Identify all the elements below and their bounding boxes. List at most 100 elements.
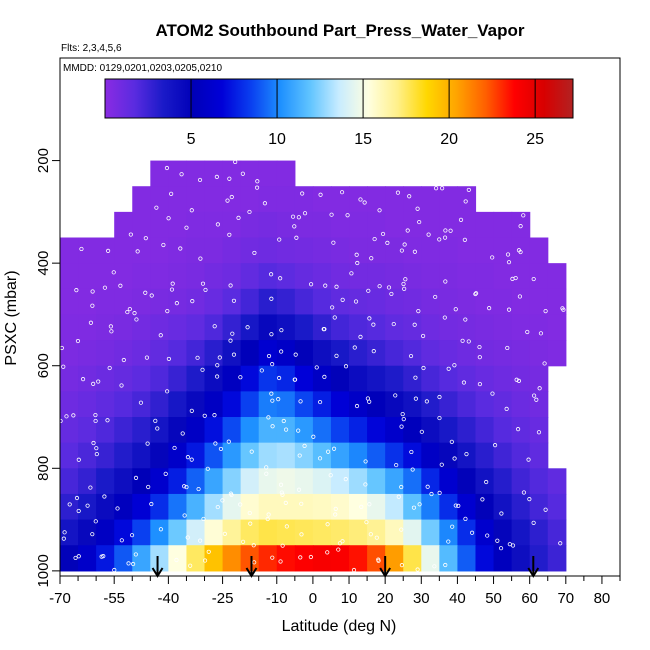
- sample-point: [403, 277, 408, 282]
- heatmap-cell: [186, 160, 206, 187]
- sample-point: [331, 240, 336, 245]
- sample-point: [94, 451, 99, 457]
- heatmap-cell: [385, 365, 404, 392]
- heatmap-cell: [60, 365, 79, 392]
- sample-points: [58, 159, 566, 573]
- heatmap-cell: [240, 442, 260, 469]
- sample-point: [225, 198, 230, 203]
- sample-point: [132, 311, 137, 316]
- sample-point: [458, 217, 464, 222]
- sample-point: [425, 484, 430, 489]
- heatmap-cell: [186, 519, 206, 546]
- heatmap-cell: [78, 545, 97, 572]
- sample-point: [280, 492, 285, 497]
- sample-point: [277, 237, 282, 242]
- heatmap-cell: [421, 442, 440, 469]
- heatmap-cell: [240, 365, 260, 392]
- sample-point: [517, 294, 523, 299]
- sample-point: [527, 497, 532, 502]
- heatmap-cell: [385, 391, 404, 418]
- sample-point: [299, 501, 304, 506]
- heatmap-cell: [60, 417, 79, 444]
- heatmap-cell: [511, 288, 531, 316]
- heatmap-cell: [403, 545, 422, 572]
- sample-point: [386, 285, 392, 290]
- heatmap-cell: [204, 186, 224, 213]
- heatmap-cell: [60, 288, 79, 316]
- heatmap-cell: [222, 519, 242, 546]
- sample-point: [362, 200, 367, 205]
- sample-point: [477, 381, 483, 387]
- sample-point: [94, 446, 99, 451]
- sample-point: [227, 232, 232, 237]
- heatmap-cell: [457, 519, 477, 546]
- x-axis: -70 -55 -40 -25 -10 0 10 20 30 40 50 60 70 80: [49, 576, 621, 607]
- heatmap-cell: [276, 545, 296, 572]
- heatmap-cell: [385, 545, 404, 572]
- sample-point: [506, 260, 512, 265]
- sample-point: [245, 325, 250, 330]
- sample-point: [311, 434, 316, 439]
- heatmap-cell: [114, 417, 133, 444]
- sample-point: [391, 321, 396, 327]
- sample-point: [354, 252, 359, 257]
- sample-point: [189, 208, 194, 213]
- y-axis: 200 400 600 800 1000: [35, 148, 60, 588]
- sample-point: [229, 194, 234, 200]
- heatmap-cell: [475, 545, 495, 572]
- sample-point: [163, 471, 168, 476]
- sample-point: [513, 275, 518, 281]
- sample-point: [463, 199, 468, 204]
- heatmap-cell: [403, 365, 422, 392]
- sample-point: [399, 424, 404, 429]
- heatmap-cell: [330, 314, 350, 341]
- sample-point: [371, 322, 376, 327]
- heatmap-cell: [258, 442, 278, 469]
- heatmap-cell: [132, 519, 151, 546]
- heatmap-cell: [312, 417, 332, 444]
- sample-point: [332, 315, 337, 320]
- heatmap-cell: [475, 237, 495, 264]
- heatmap-cell: [132, 365, 151, 392]
- sample-point: [153, 418, 158, 423]
- heatmap-cell: [330, 519, 350, 546]
- heatmap-cell: [439, 237, 459, 264]
- heatmap-cell: [457, 288, 477, 316]
- sample-point: [174, 557, 179, 563]
- sample-point: [543, 309, 548, 314]
- heatmap-cell: [168, 365, 188, 392]
- sample-point: [531, 393, 537, 398]
- sample-point: [80, 377, 86, 382]
- heatmap-cell: [78, 288, 97, 316]
- x-tick-label: -10: [266, 590, 288, 607]
- sample-point: [164, 165, 170, 171]
- sample-point: [220, 498, 225, 503]
- sample-point: [61, 364, 66, 369]
- sample-point: [121, 357, 126, 363]
- sample-point: [318, 192, 323, 197]
- sample-point: [172, 445, 177, 451]
- heatmap-cell: [312, 545, 332, 572]
- sample-point: [158, 333, 163, 338]
- sample-point: [469, 530, 475, 535]
- sample-point: [169, 191, 174, 196]
- sample-point: [105, 248, 111, 253]
- sample-point: [226, 439, 231, 444]
- heatmap-cell: [186, 417, 206, 444]
- sample-point: [296, 487, 302, 492]
- heatmap-cell: [439, 288, 459, 316]
- sample-point: [487, 306, 492, 311]
- sample-point: [128, 232, 133, 237]
- heatmap-cell: [222, 493, 242, 521]
- heatmap-cell: [240, 160, 260, 187]
- heatmap-cell: [367, 391, 386, 418]
- sample-point: [102, 494, 107, 499]
- sample-point: [149, 293, 154, 298]
- sample-point: [407, 194, 412, 199]
- heatmap-cell: [60, 314, 79, 341]
- sample-point: [61, 536, 66, 541]
- heatmap-cell: [276, 365, 296, 392]
- sample-point: [377, 284, 382, 289]
- sample-point: [456, 503, 461, 508]
- sample-point: [412, 322, 417, 327]
